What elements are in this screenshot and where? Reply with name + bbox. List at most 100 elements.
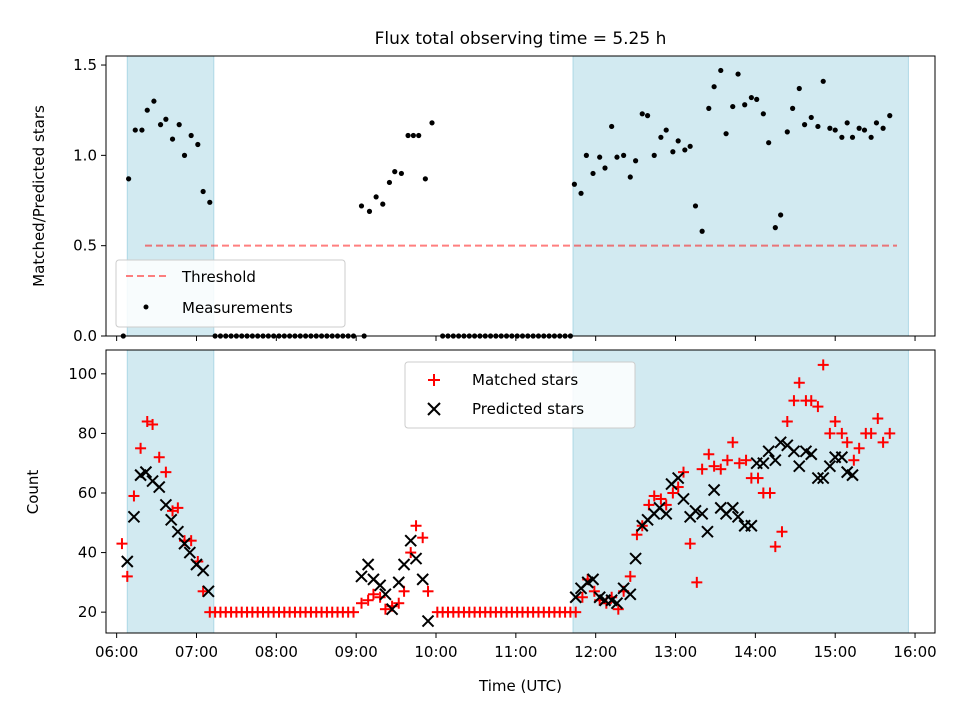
- matched-stars-point-104: [715, 463, 727, 475]
- measurements-point-109: [748, 94, 754, 101]
- measurements-point-96: [670, 149, 676, 155]
- measurements-point-121: [820, 78, 826, 84]
- predicted-stars-point-21: [397, 558, 411, 571]
- chart-title: Flux total observing time = 5.25 h: [375, 29, 667, 49]
- measurements-point-84: [597, 154, 603, 160]
- measurements-point-117: [796, 85, 802, 92]
- matched-stars-point-96: [667, 487, 679, 499]
- matched-stars-point-125: [841, 436, 853, 448]
- matched-stars-point-0: [116, 538, 128, 550]
- predicted-legend-label: Predicted stars: [472, 400, 584, 418]
- matched-stars-point-1: [121, 570, 133, 582]
- predicted-stars-point-18: [379, 588, 392, 601]
- predicted-stars-point-57: [757, 456, 770, 470]
- measurements-point-54: [429, 120, 435, 126]
- matched-stars-point-89: [624, 570, 636, 582]
- measurements-point-50: [405, 132, 411, 139]
- measurements-point-101: [699, 228, 705, 234]
- measurements-point-87: [614, 154, 620, 160]
- matched-stars-point-110: [752, 472, 764, 484]
- bottom-plot-frame: [105, 349, 936, 634]
- measurements-point-14: [207, 199, 213, 205]
- measurements-point-49: [398, 170, 405, 177]
- matched-stars-point-94: [655, 493, 667, 505]
- measurements-legend-swatch: [143, 304, 149, 310]
- predicted-stars-point-5: [153, 480, 166, 494]
- predicted-stars-point-48: [701, 525, 714, 538]
- matched-stars-point-13: [197, 585, 209, 597]
- predicted-stars-point-3: [139, 465, 153, 479]
- predicted-stars-point-67: [817, 471, 830, 485]
- matched-stars-point-103: [708, 460, 720, 472]
- matched-stars-point-46: [379, 603, 391, 615]
- matched-stars-point-44: [367, 588, 379, 600]
- measurements-point-94: [658, 134, 664, 140]
- predicted-stars-point-44: [677, 492, 690, 506]
- matched-stars-point-127: [853, 442, 865, 454]
- x-tick-label-5: 11:00: [494, 643, 537, 661]
- measurements-point-110: [754, 96, 760, 102]
- matched-stars-point-116: [788, 395, 800, 407]
- predicted-stars-point-66: [811, 471, 825, 485]
- predicted-stars-point-59: [769, 454, 782, 467]
- measurements-point-124: [839, 134, 845, 140]
- measurements-point-100: [692, 203, 699, 209]
- matched-stars-point-100: [691, 576, 703, 588]
- predicted-stars-point-0: [121, 555, 134, 568]
- matched-stars-point-42: [355, 597, 367, 609]
- bottom-legend: Matched stars Predicted stars: [404, 361, 636, 429]
- predicted-stars-point-55: [745, 519, 758, 532]
- top-panel: 0.0 0.5 1.0 1.5 Flux total observing time =…: [30, 29, 936, 345]
- measurements-point-104: [718, 67, 724, 74]
- predicted-stars-point-33: [610, 597, 624, 610]
- predicted-stars-point-47: [695, 507, 709, 521]
- predicted-stars-point-62: [787, 445, 801, 458]
- predicted-stars-point-43: [671, 471, 685, 485]
- matched-stars-point-41: [348, 606, 360, 618]
- predicted-stars-point-20: [392, 576, 405, 589]
- x-tick-label-9: 15:00: [814, 643, 857, 661]
- measurements-point-82: [583, 152, 589, 158]
- measurements-point-86: [609, 123, 615, 130]
- matched-stars-point-120: [812, 401, 824, 413]
- measurements-point-46: [380, 201, 386, 207]
- top-y-axis-label: Matched/Predicted stars: [30, 105, 48, 287]
- measurements-point-112: [766, 140, 772, 146]
- measurements-point-95: [663, 127, 669, 133]
- predicted-stars-point-7: [164, 513, 178, 527]
- measurements-point-107: [735, 71, 741, 77]
- predicted-stars-point-35: [624, 588, 637, 601]
- predicted-stars-point-65: [805, 448, 818, 461]
- matched-stars-point-123: [829, 415, 841, 427]
- matched-stars-point-48: [393, 597, 405, 609]
- y-tick-label-0-0: 0.0: [73, 327, 97, 345]
- bottom-panel: 20 40 60 80 100 06:00 07:00 08:00 09:00 10:00 11:0…: [24, 349, 937, 695]
- measurements-point-90: [633, 158, 639, 164]
- measurements-point-111: [760, 111, 766, 117]
- predicted-stars-point-15: [361, 558, 375, 571]
- predicted-stars-point-17: [373, 579, 387, 592]
- y-tick-label-1-4: 100: [68, 365, 97, 383]
- measurements-point-92: [644, 113, 651, 119]
- x-tick-label-4: 10:00: [414, 643, 457, 661]
- measurements-point-51: [410, 132, 416, 139]
- matched-stars-point-3: [135, 442, 147, 454]
- measurements-point-127: [856, 125, 862, 131]
- matched-stars-point-121: [817, 359, 829, 371]
- measurements-point-53: [422, 176, 428, 182]
- x-tick-label-3: 09:00: [335, 643, 378, 661]
- y-tick-label-0-1: 0.5: [73, 237, 97, 255]
- predicted-stars-point-24: [416, 573, 429, 586]
- predicted-stars-point-22: [404, 534, 417, 547]
- matched-stars-point-52: [417, 532, 429, 544]
- measurements-point-88: [621, 152, 627, 158]
- measurements-point-47: [386, 179, 393, 186]
- predicted-stars-point-52: [726, 501, 739, 515]
- measurements-point-98: [682, 147, 688, 153]
- measurements-point-52: [416, 132, 422, 139]
- predicted-stars-point-58: [762, 445, 775, 458]
- matched-stars-point-113: [769, 541, 781, 553]
- matched-stars-point-119: [805, 395, 817, 407]
- measurements-point-7: [163, 116, 169, 122]
- threshold-legend-label: Threshold: [181, 268, 256, 286]
